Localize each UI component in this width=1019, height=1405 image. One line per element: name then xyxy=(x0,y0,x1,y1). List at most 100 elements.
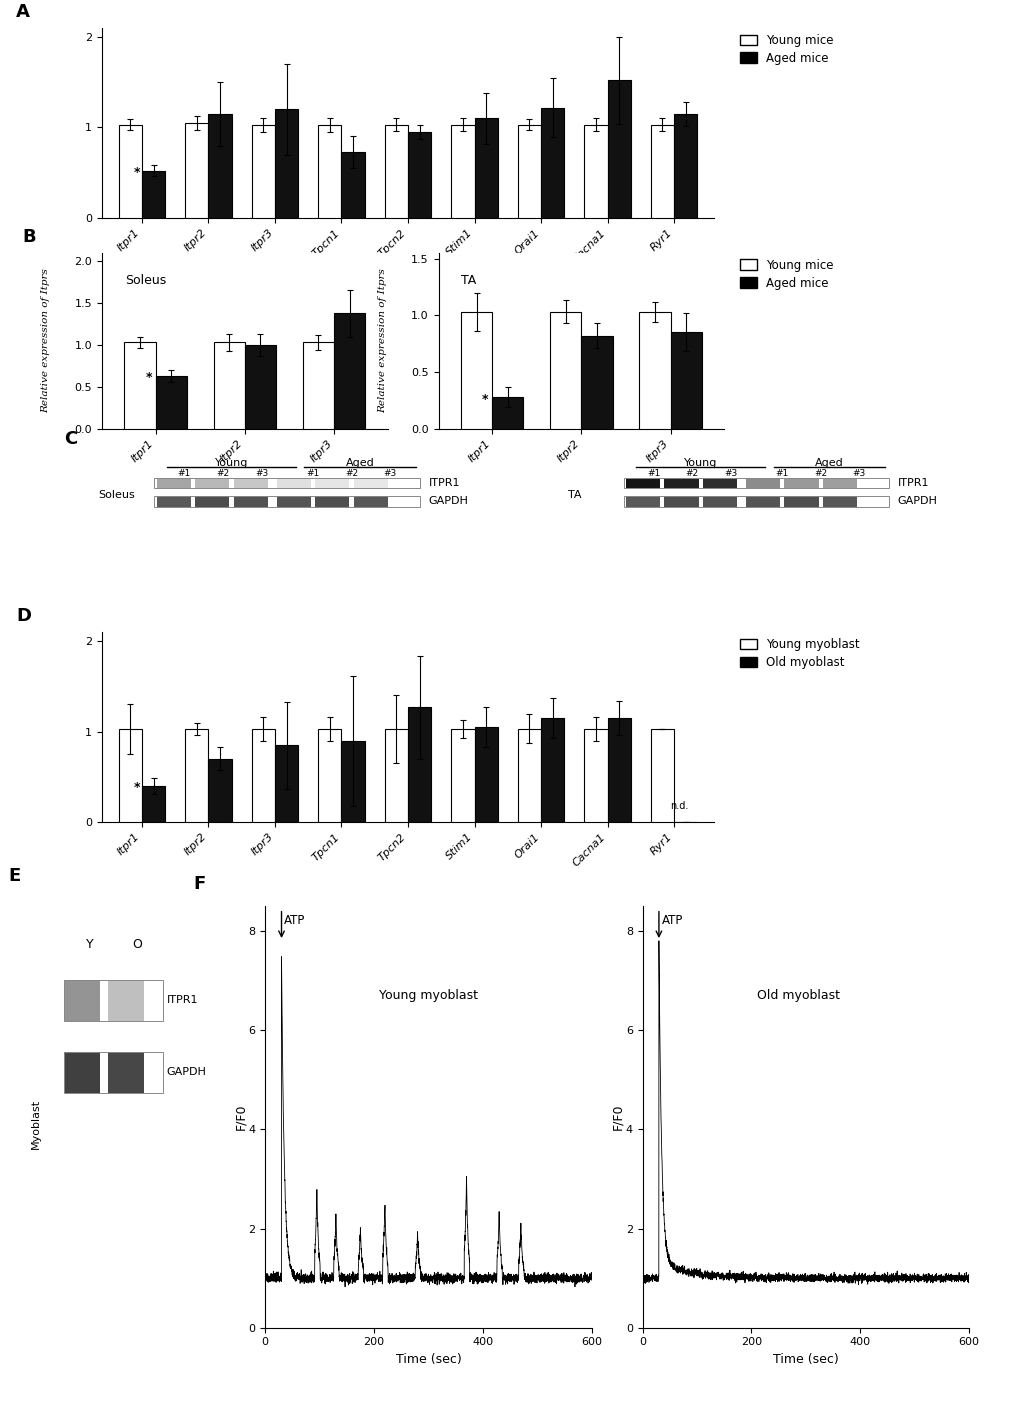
Bar xyxy=(822,478,856,489)
Bar xyxy=(245,344,276,429)
Bar xyxy=(233,496,268,507)
Text: TA: TA xyxy=(461,274,476,287)
Text: ATP: ATP xyxy=(661,913,683,927)
Bar xyxy=(318,729,341,822)
Bar xyxy=(157,478,191,489)
Bar xyxy=(663,496,698,507)
Bar xyxy=(623,478,889,489)
Y-axis label: Relative expression of Itprs: Relative expression of Itprs xyxy=(42,268,51,413)
X-axis label: Time (sec): Time (sec) xyxy=(772,1353,838,1366)
Bar xyxy=(626,496,659,507)
Bar xyxy=(124,343,156,429)
Text: C: C xyxy=(64,430,77,448)
Bar xyxy=(318,125,341,218)
Bar xyxy=(671,332,701,429)
Bar xyxy=(461,312,492,429)
Bar xyxy=(702,478,737,489)
Bar xyxy=(157,496,191,507)
Bar xyxy=(275,745,298,822)
Text: Soleus: Soleus xyxy=(99,489,136,500)
Text: Old myoblast: Old myoblast xyxy=(756,989,839,1002)
Text: *: * xyxy=(133,781,140,794)
Text: TA: TA xyxy=(568,489,581,500)
Bar xyxy=(650,125,674,218)
Text: #2: #2 xyxy=(685,469,698,478)
Bar xyxy=(354,478,387,489)
Bar xyxy=(784,496,818,507)
Bar xyxy=(341,152,365,218)
Text: Young myoblast: Young myoblast xyxy=(379,989,478,1002)
Bar xyxy=(108,1052,145,1093)
Bar xyxy=(450,729,474,822)
X-axis label: Time (sec): Time (sec) xyxy=(395,1353,461,1366)
Bar xyxy=(674,114,697,218)
Bar xyxy=(607,718,630,822)
Bar xyxy=(118,125,142,218)
Text: #2: #2 xyxy=(813,469,826,478)
Text: ATP: ATP xyxy=(284,913,306,927)
Text: #2: #2 xyxy=(344,469,358,478)
Bar xyxy=(208,114,231,218)
Legend: Young mice, Aged mice: Young mice, Aged mice xyxy=(740,34,833,65)
Y-axis label: F/F0: F/F0 xyxy=(233,1104,247,1130)
Bar xyxy=(303,343,334,429)
Bar xyxy=(626,478,659,489)
Bar xyxy=(156,375,186,429)
Text: A: A xyxy=(16,3,31,21)
Bar xyxy=(354,496,387,507)
Bar xyxy=(252,729,275,822)
Bar xyxy=(474,728,497,822)
Bar xyxy=(474,118,497,218)
Bar xyxy=(195,478,229,489)
Bar xyxy=(408,132,431,218)
Bar xyxy=(233,478,268,489)
Text: Aged: Aged xyxy=(814,458,843,468)
Bar xyxy=(584,729,607,822)
Text: #1: #1 xyxy=(306,469,319,478)
Text: GAPDH: GAPDH xyxy=(428,496,468,506)
Bar xyxy=(702,496,737,507)
Y-axis label: F/F0: F/F0 xyxy=(610,1104,624,1130)
Text: F: F xyxy=(194,875,206,894)
Bar xyxy=(549,312,581,429)
Bar xyxy=(341,740,365,822)
Text: O: O xyxy=(132,937,142,951)
Text: *: * xyxy=(133,166,140,178)
Text: ITPR1: ITPR1 xyxy=(897,478,928,488)
Bar xyxy=(584,125,607,218)
Bar xyxy=(315,478,348,489)
Bar xyxy=(185,729,208,822)
Bar xyxy=(581,336,612,429)
Bar xyxy=(276,496,311,507)
Text: D: D xyxy=(16,607,32,625)
Text: #1: #1 xyxy=(774,469,788,478)
Text: #1: #1 xyxy=(177,469,191,478)
Bar xyxy=(142,171,165,218)
Text: GAPDH: GAPDH xyxy=(166,1068,206,1078)
Bar xyxy=(492,396,523,429)
Bar xyxy=(154,496,420,507)
Bar xyxy=(63,1052,100,1093)
Bar xyxy=(450,125,474,218)
Bar xyxy=(540,718,564,822)
Bar xyxy=(208,759,231,822)
Bar xyxy=(650,729,674,822)
Bar xyxy=(518,125,540,218)
Bar xyxy=(195,496,229,507)
Text: B: B xyxy=(22,229,36,246)
Bar xyxy=(639,312,671,429)
Bar xyxy=(142,785,165,822)
Text: #3: #3 xyxy=(383,469,396,478)
Bar xyxy=(154,478,420,489)
Legend: Young mice, Aged mice: Young mice, Aged mice xyxy=(740,259,833,289)
Text: GAPDH: GAPDH xyxy=(897,496,936,506)
Bar xyxy=(408,707,431,822)
Text: Y: Y xyxy=(86,937,93,951)
Bar xyxy=(63,981,100,1020)
Bar xyxy=(822,496,856,507)
Bar xyxy=(276,478,311,489)
Text: n.d.: n.d. xyxy=(669,801,688,811)
Text: #3: #3 xyxy=(723,469,737,478)
Bar xyxy=(623,496,889,507)
Bar xyxy=(384,729,408,822)
